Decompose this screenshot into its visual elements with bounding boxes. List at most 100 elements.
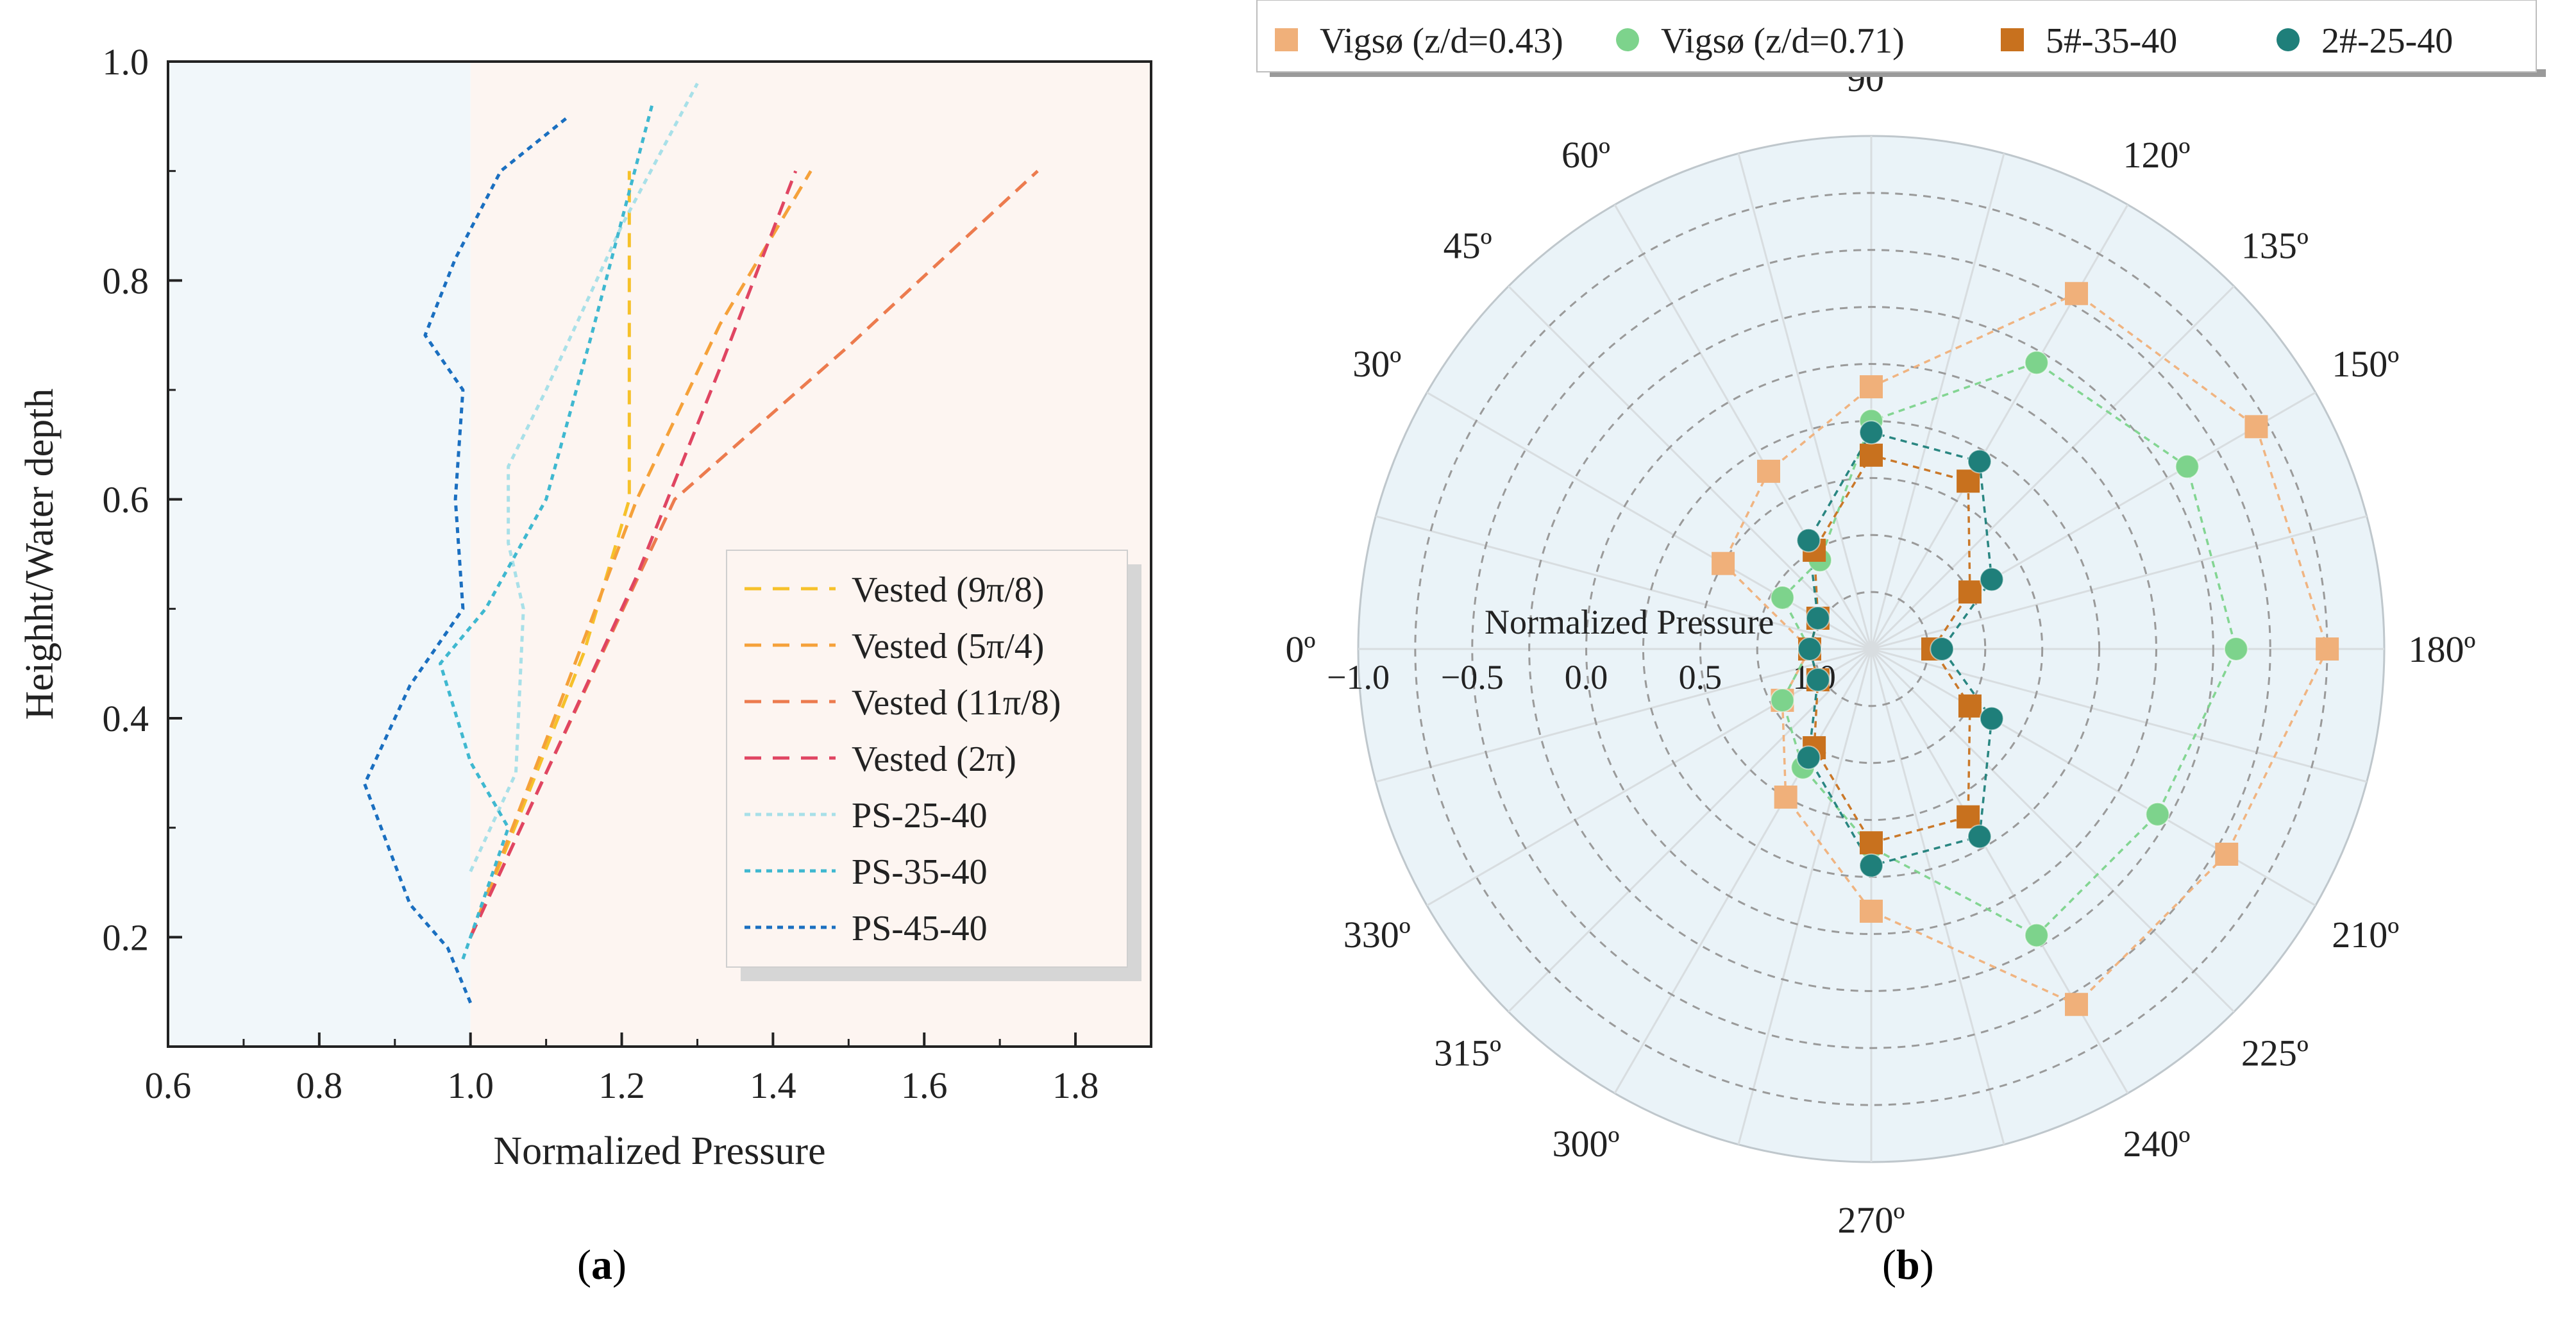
- legend-label-5-35-40: 5#-35-40: [2046, 21, 2177, 61]
- x-tick-label: 1.6: [901, 1065, 948, 1106]
- radial-gridline: [1528, 306, 2214, 992]
- angular-spoke: [1871, 648, 2316, 907]
- marker-2-25-40: [1796, 745, 1821, 770]
- angular-spoke: [1871, 515, 2368, 650]
- marker-5-35-40: [1860, 831, 1883, 855]
- series-line-vested-5-4: [469, 170, 812, 938]
- caption-a: (a): [577, 1242, 627, 1288]
- marker-vigs-z-d-0-43: [1757, 459, 1780, 483]
- legend-label-vigs-z-d-0-43: Vigsø (z/d=0.43): [1320, 21, 1563, 61]
- marker-vigs-z-d-0-71: [1770, 586, 1795, 610]
- caption-b: (b): [1882, 1242, 1934, 1288]
- radial-gridline: [1756, 534, 1987, 764]
- marker-vigs-z-d-0-43: [1860, 375, 1883, 399]
- legend-marker-vigs-z-d-0-43: [1275, 28, 1298, 51]
- marker-2-25-40: [1930, 637, 1955, 661]
- angular-spoke: [1870, 648, 2005, 1145]
- marker-vigs-z-d-0-43: [2244, 415, 2268, 439]
- legend-label-vested-5-4: Vested (5π/4): [852, 627, 1044, 666]
- radial-gridline: [1585, 363, 2157, 935]
- angular-spoke: [1870, 648, 2235, 1013]
- y-tick-label: 0.8: [103, 260, 149, 301]
- legend-label-ps-35-40: PS-35-40: [852, 852, 988, 892]
- marker-2-25-40: [1805, 668, 1830, 692]
- caption-a-letter: a: [591, 1242, 612, 1288]
- angular-spoke: [1613, 648, 1873, 1094]
- marker-vigs-z-d-0-43: [1774, 785, 1797, 809]
- chart-b: 0º30º45º60º90º120º135º150º180º210º225º24…: [1256, 0, 2546, 1241]
- angular-spoke: [1737, 648, 1873, 1145]
- y-axis-label: Heighht/Water depth: [18, 389, 62, 720]
- legend-marker-2-25-40: [2277, 28, 2300, 51]
- marker-vigs-z-d-0-43: [2316, 637, 2339, 661]
- angular-spoke: [1870, 648, 2129, 1094]
- legend-box: [726, 550, 1128, 968]
- angle-label: 120º: [2123, 134, 2191, 176]
- legend-label-vigs-z-d-0-71: Vigsø (z/d=0.71): [1661, 21, 1905, 61]
- marker-2-25-40: [1967, 824, 1992, 849]
- angular-spoke: [1871, 648, 2368, 783]
- y-tick-label: 0.4: [103, 698, 149, 739]
- marker-vigs-z-d-0-43: [1860, 899, 1883, 923]
- marker-5-35-40: [1957, 469, 1980, 493]
- x-tick-label: 0.8: [296, 1065, 343, 1106]
- angle-label: 150º: [2332, 343, 2399, 385]
- angular-spoke: [1613, 204, 1873, 650]
- angle-label: 315º: [1434, 1032, 1501, 1074]
- marker-2-25-40: [1797, 637, 1822, 661]
- angular-spoke: [1870, 153, 2005, 650]
- marker-vigs-z-d-0-71: [1770, 688, 1795, 712]
- x-tick-label: 0.6: [145, 1065, 192, 1106]
- angle-label: 225º: [2241, 1032, 2309, 1074]
- angle-label: 210º: [2332, 914, 2399, 956]
- marker-vigs-z-d-0-71: [2175, 454, 2200, 479]
- marker-2-25-40: [1796, 528, 1821, 553]
- y-tick-label: 0.2: [103, 916, 149, 958]
- angle-label: 240º: [2123, 1123, 2191, 1165]
- radial-tick-label: 0.0: [1565, 658, 1608, 696]
- angular-spoke: [1737, 153, 1873, 650]
- caption-b-letter: b: [1896, 1242, 1920, 1288]
- x-tick-label: 1.0: [447, 1065, 494, 1106]
- marker-vigs-z-d-0-71: [2223, 637, 2248, 661]
- series-line-ps-25-40: [469, 82, 699, 872]
- radial-axis-label: Normalized Pressure: [1485, 603, 1774, 641]
- radial-gridline: [1699, 476, 2044, 822]
- angle-label: 135º: [2241, 225, 2309, 267]
- angle-label: 300º: [1553, 1123, 1620, 1165]
- y-tick-label: 0.6: [103, 479, 149, 521]
- marker-vigs-z-d-0-43: [2065, 993, 2088, 1016]
- y-tick-label: 1.0: [103, 41, 149, 83]
- plot-frame: [167, 60, 1152, 1048]
- marker-5-35-40: [1957, 805, 1980, 829]
- radial-tick-label: −0.5: [1441, 658, 1504, 696]
- radial-gridline: [1471, 249, 2271, 1049]
- marker-5-35-40: [1860, 443, 1883, 467]
- marker-vigs-z-d-0-43: [2065, 282, 2088, 305]
- angular-spoke: [1870, 285, 2235, 650]
- x-axis-label: Normalized Pressure: [493, 1129, 825, 1173]
- marker-2-25-40: [1859, 853, 1883, 878]
- x-tick-label: 1.4: [750, 1065, 796, 1106]
- legend-marker-5-35-40: [2001, 28, 2024, 51]
- marker-2-25-40: [1979, 706, 2004, 731]
- x-tick-label: 1.2: [598, 1065, 645, 1106]
- marker-vigs-z-d-0-71: [2024, 923, 2049, 948]
- legend-label-vested-9-8: Vested (9π/8): [852, 570, 1044, 610]
- marker-5-35-40: [1958, 580, 1982, 604]
- marker-vigs-z-d-0-71: [2024, 350, 2049, 375]
- angle-label: 0º: [1286, 628, 1316, 670]
- angular-spoke: [1426, 648, 1872, 907]
- radial-tick-label: −1.0: [1327, 658, 1390, 696]
- marker-2-25-40: [1967, 449, 1992, 474]
- angular-spoke: [1871, 391, 2316, 650]
- angle-label: 45º: [1444, 225, 1492, 267]
- angle-label: 270º: [1838, 1199, 1905, 1241]
- x-tick-label: 1.8: [1052, 1065, 1099, 1106]
- marker-2-25-40: [1805, 606, 1830, 630]
- marker-2-25-40: [1859, 420, 1883, 445]
- angular-spoke: [1508, 285, 1873, 650]
- series-line-ps-35-40: [439, 105, 654, 960]
- angular-spoke: [1375, 515, 1872, 650]
- marker-vigs-z-d-0-71: [2145, 802, 2170, 827]
